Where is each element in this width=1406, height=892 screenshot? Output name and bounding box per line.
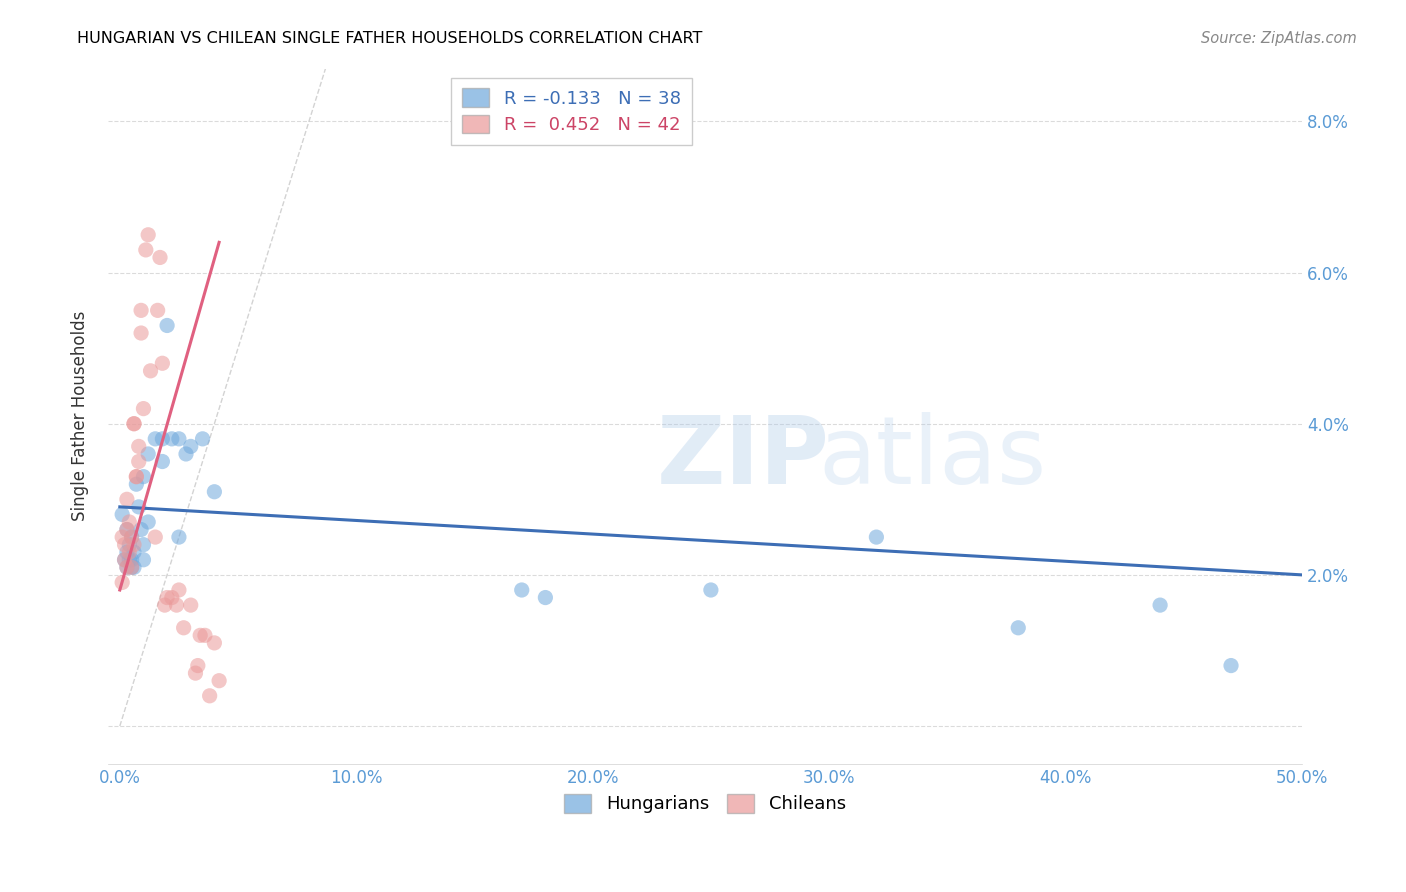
Point <box>129 303 152 318</box>
Point <box>1220 658 1243 673</box>
Point <box>143 530 166 544</box>
Point <box>115 545 138 559</box>
Text: atlas: atlas <box>818 412 1046 504</box>
Point <box>194 628 217 642</box>
Point <box>132 469 155 483</box>
Point <box>146 303 169 318</box>
Point <box>129 326 152 340</box>
Point <box>121 530 143 544</box>
Point <box>136 227 159 242</box>
Point <box>115 560 138 574</box>
Point <box>139 364 162 378</box>
Point <box>114 553 136 567</box>
Point <box>132 401 155 416</box>
Y-axis label: Single Father Households: Single Father Households <box>72 311 89 521</box>
Point <box>118 538 141 552</box>
Point <box>173 621 195 635</box>
Text: Source: ZipAtlas.com: Source: ZipAtlas.com <box>1201 31 1357 46</box>
Point <box>160 591 183 605</box>
Point <box>115 492 138 507</box>
Point <box>156 318 179 333</box>
Point <box>167 530 190 544</box>
Point <box>121 560 143 574</box>
Point <box>136 447 159 461</box>
Point <box>700 582 723 597</box>
Point <box>118 553 141 567</box>
Point <box>111 575 134 590</box>
Point <box>122 560 145 574</box>
Point <box>150 454 173 468</box>
Point <box>121 560 143 574</box>
Point <box>122 538 145 552</box>
Legend: Hungarians, Chileans: Hungarians, Chileans <box>554 783 856 824</box>
Text: HUNGARIAN VS CHILEAN SINGLE FATHER HOUSEHOLDS CORRELATION CHART: HUNGARIAN VS CHILEAN SINGLE FATHER HOUSE… <box>77 31 703 46</box>
Point <box>174 447 197 461</box>
Point <box>115 523 138 537</box>
Point <box>115 560 138 574</box>
Point <box>128 439 150 453</box>
Point <box>115 523 138 537</box>
Point <box>187 658 209 673</box>
Point <box>125 469 148 483</box>
Point <box>111 530 134 544</box>
Point <box>167 432 190 446</box>
Point <box>136 515 159 529</box>
Point <box>202 484 225 499</box>
Point <box>150 432 173 446</box>
Point <box>510 582 533 597</box>
Point <box>121 553 143 567</box>
Point <box>129 523 152 537</box>
Point <box>191 432 214 446</box>
Point <box>1007 621 1029 635</box>
Point <box>534 591 557 605</box>
Point <box>153 598 176 612</box>
Point <box>125 469 148 483</box>
Point <box>111 508 134 522</box>
Point <box>150 356 173 370</box>
Point <box>149 251 172 265</box>
Point <box>132 553 155 567</box>
Point <box>188 628 211 642</box>
Point <box>143 432 166 446</box>
Point <box>122 417 145 431</box>
Point <box>156 591 179 605</box>
Point <box>114 553 136 567</box>
Point <box>180 598 202 612</box>
Point <box>121 530 143 544</box>
Point <box>198 689 221 703</box>
Point <box>184 666 207 681</box>
Point <box>166 598 188 612</box>
Point <box>132 538 155 552</box>
Text: ZIP: ZIP <box>657 412 830 504</box>
Point <box>865 530 887 544</box>
Point <box>208 673 231 688</box>
Point <box>202 636 225 650</box>
Point <box>128 454 150 468</box>
Point <box>125 477 148 491</box>
Point <box>118 515 141 529</box>
Point <box>167 582 190 597</box>
Point <box>135 243 157 257</box>
Point <box>122 417 145 431</box>
Point <box>122 545 145 559</box>
Point <box>114 538 136 552</box>
Point <box>1149 598 1171 612</box>
Point <box>180 439 202 453</box>
Point <box>118 545 141 559</box>
Point <box>160 432 183 446</box>
Point <box>128 500 150 514</box>
